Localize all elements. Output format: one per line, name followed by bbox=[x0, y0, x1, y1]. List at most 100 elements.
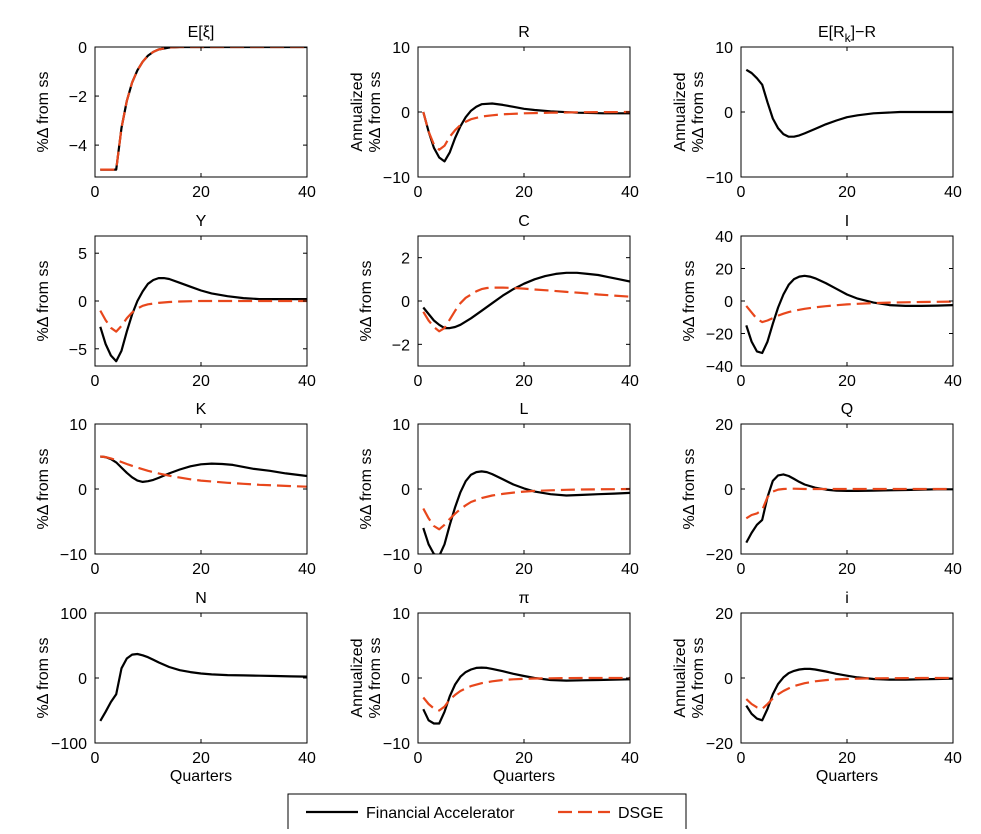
x-tick-label: 20 bbox=[515, 750, 533, 767]
y-tick-label: −20 bbox=[706, 547, 733, 564]
y-tick-label: 0 bbox=[401, 671, 410, 688]
y-tick-label: 0 bbox=[401, 105, 410, 122]
x-tick-label: 20 bbox=[838, 561, 856, 578]
series-line-financial-accelerator bbox=[422, 271, 630, 330]
y-axis-label: %Δ from ss bbox=[35, 638, 52, 719]
series-line-financial-accelerator bbox=[422, 666, 630, 725]
y-tick-label: 0 bbox=[724, 105, 733, 122]
y-tick-label: 0 bbox=[78, 671, 87, 688]
series-line-financial-accelerator bbox=[745, 274, 953, 355]
x-tick-label: 0 bbox=[414, 561, 423, 578]
x-tick-label: 20 bbox=[192, 750, 210, 767]
y-tick-label: 0 bbox=[78, 482, 87, 499]
plot-frame bbox=[94, 612, 308, 744]
subplot-title: E[Rk]−R bbox=[818, 24, 876, 45]
subplot-title: C bbox=[518, 213, 530, 230]
x-tick-label: 0 bbox=[91, 373, 100, 390]
subplot-title: π bbox=[518, 590, 529, 607]
y-tick-label: 20 bbox=[715, 262, 733, 279]
y-tick-label: −10 bbox=[383, 547, 410, 564]
y-axis-label: %Δ from ss bbox=[681, 261, 698, 342]
y-tick-label: 0 bbox=[724, 294, 733, 311]
y-tick-label: −5 bbox=[69, 342, 87, 359]
y-tick-label: 0 bbox=[78, 40, 87, 57]
y-axis-label: %Δ from ss bbox=[367, 72, 384, 153]
series-line-dsge bbox=[422, 110, 630, 151]
subplot-title-main: C bbox=[518, 213, 530, 230]
x-tick-label: 40 bbox=[298, 184, 316, 201]
subplot-title-suffix: ]−R bbox=[851, 24, 876, 41]
series-line-dsge bbox=[745, 676, 953, 710]
subplot-title: I bbox=[845, 213, 849, 230]
x-tick-label: 20 bbox=[515, 373, 533, 390]
x-tick-label: 0 bbox=[414, 750, 423, 767]
y-tick-label: 10 bbox=[392, 417, 410, 434]
y-axis-label: %Δ from ss bbox=[690, 72, 707, 153]
y-tick-label: −2 bbox=[69, 89, 87, 106]
series-line-dsge bbox=[100, 47, 307, 171]
y-tick-label: 0 bbox=[78, 294, 87, 311]
plot-frame bbox=[94, 46, 308, 178]
y-tick-label: −10 bbox=[383, 170, 410, 187]
y-tick-label: 0 bbox=[724, 482, 733, 499]
legend-label-dsge: DSGE bbox=[618, 805, 663, 822]
x-tick-label: 20 bbox=[515, 184, 533, 201]
y-axis-label: %Δ from ss bbox=[681, 449, 698, 530]
x-axis-label: Quarters bbox=[816, 768, 878, 785]
y-axis-label: %Δ from ss bbox=[367, 638, 384, 719]
subplot-title: E[ξ] bbox=[188, 24, 215, 41]
y-tick-label: 2 bbox=[401, 251, 410, 268]
x-tick-label: 0 bbox=[737, 561, 746, 578]
series-line-financial-accelerator bbox=[100, 47, 307, 171]
x-tick-label: 40 bbox=[944, 184, 962, 201]
series-line-dsge bbox=[422, 286, 630, 333]
y-tick-label: 10 bbox=[69, 417, 87, 434]
plot-frame bbox=[417, 235, 631, 367]
y-tick-label: 20 bbox=[715, 606, 733, 623]
x-tick-label: 40 bbox=[944, 750, 962, 767]
x-tick-label: 20 bbox=[838, 373, 856, 390]
x-tick-label: 20 bbox=[838, 184, 856, 201]
x-tick-label: 20 bbox=[192, 373, 210, 390]
y-tick-label: 10 bbox=[392, 40, 410, 57]
x-tick-label: 40 bbox=[298, 373, 316, 390]
x-tick-label: 20 bbox=[192, 561, 210, 578]
subplot-title-main: I bbox=[845, 213, 849, 230]
y-axis-label: %Δ from ss bbox=[690, 638, 707, 719]
series-line-dsge bbox=[99, 299, 307, 333]
subplot-title-main: N bbox=[195, 590, 207, 607]
subplot-title: K bbox=[196, 401, 207, 418]
series-line-dsge bbox=[745, 300, 953, 324]
subplot-title: i bbox=[845, 590, 849, 607]
subplot-title-main: i bbox=[845, 590, 849, 607]
legend-box bbox=[287, 793, 687, 834]
y-axis-label: %Δ from ss bbox=[35, 449, 52, 530]
plot-frame bbox=[417, 46, 631, 178]
x-tick-label: 0 bbox=[91, 750, 100, 767]
x-tick-label: 0 bbox=[737, 750, 746, 767]
y-tick-label: −10 bbox=[60, 547, 87, 564]
x-tick-label: 0 bbox=[737, 184, 746, 201]
x-tick-label: 20 bbox=[515, 561, 533, 578]
subplot-title-subscript: k bbox=[845, 31, 852, 45]
y-tick-label: 0 bbox=[401, 294, 410, 311]
subplot-title: Y bbox=[196, 213, 207, 230]
y-tick-label: −4 bbox=[69, 138, 87, 155]
x-tick-label: 40 bbox=[298, 750, 316, 767]
y-axis-label: Annualized bbox=[672, 72, 689, 151]
subplot-5: I 0 20 40 40 20 0 −20 −40 %Δ from ss bbox=[681, 213, 962, 390]
x-tick-label: 0 bbox=[414, 184, 423, 201]
series-line-financial-accelerator bbox=[745, 473, 953, 544]
legend: Financial Accelerator DSGE bbox=[287, 793, 687, 834]
series-line-dsge bbox=[745, 487, 953, 520]
y-tick-label: −10 bbox=[383, 736, 410, 753]
x-tick-label: 20 bbox=[838, 750, 856, 767]
x-tick-label: 40 bbox=[621, 561, 639, 578]
